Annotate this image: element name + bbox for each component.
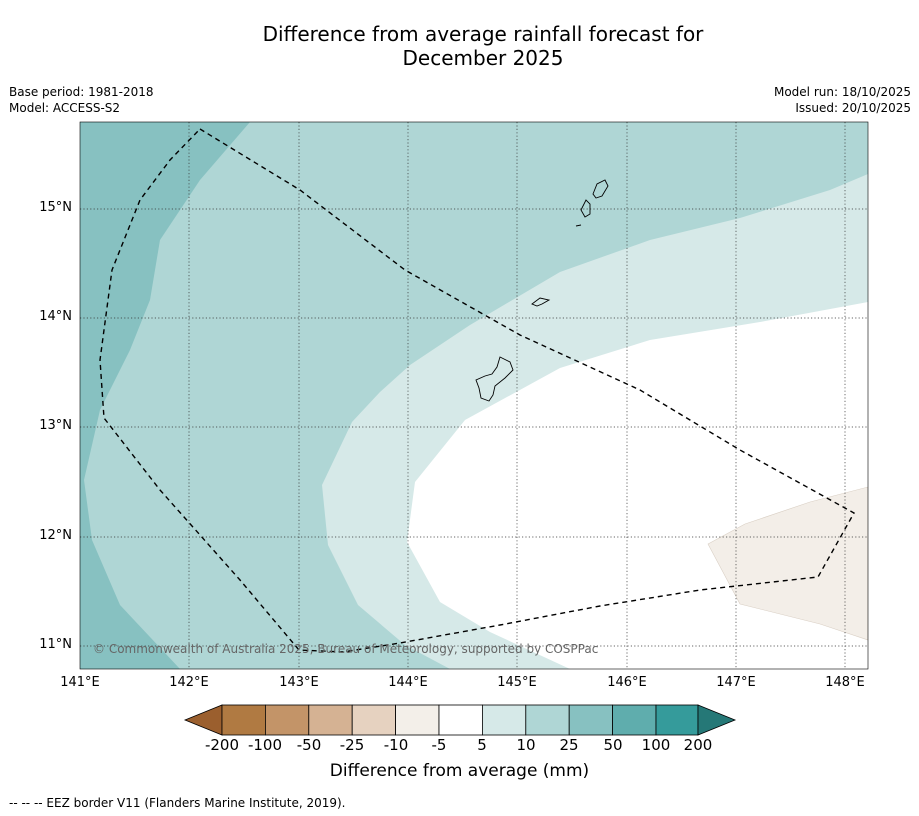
issued-date: Issued: 20/10/2025 [795, 101, 911, 115]
colorbar-tick: 25 [559, 736, 579, 754]
island-saipan [592, 179, 609, 199]
lat-label: 13°N [39, 418, 72, 433]
map-frame [79, 121, 869, 670]
colorbar-tick: 50 [603, 736, 623, 754]
title-line-2: December 2025 [402, 46, 564, 70]
colorbar-tick: -200 [204, 736, 240, 754]
colorbar-extend-low [183, 704, 223, 736]
colorbar-tick: -5 [431, 736, 447, 754]
island-rota [531, 297, 551, 307]
lon-label: 147°E [716, 675, 756, 690]
colorbar-cell [481, 704, 527, 736]
colorbar-title: Difference from average (mm) [329, 761, 590, 781]
colorbar-tick: 10 [516, 736, 536, 754]
island-aguijan [575, 224, 582, 227]
copyright-notice: © Commonwealth of Australia 2025, Bureau… [93, 642, 598, 656]
colorbar-tick: -25 [339, 736, 365, 754]
rainfall-map: © Commonwealth of Australia 2025, Bureau… [80, 122, 868, 669]
lat-label: 14°N [39, 309, 72, 324]
lat-label: 12°N [39, 528, 72, 543]
meta-left: Base period: 1981-2018 Model: ACCESS-S2 [9, 84, 154, 116]
colorbar-cell [264, 704, 310, 736]
colorbar-tick: -50 [296, 736, 322, 754]
meta-right: Model run: 18/10/2025 Issued: 20/10/2025 [774, 84, 911, 116]
colorbar-tick: 200 [683, 736, 713, 754]
lon-label: 145°E [497, 675, 537, 690]
colorbar-cell [351, 704, 397, 736]
lat-label: 15°N [39, 200, 72, 215]
title-line-1: Difference from average rainfall forecas… [262, 22, 704, 46]
lon-label: 143°E [279, 675, 319, 690]
lat-label: 11°N [39, 637, 72, 652]
colorbar-cell [568, 704, 614, 736]
colorbar-cell [655, 704, 699, 736]
colorbar-cell [525, 704, 570, 736]
lon-label: 146°E [607, 675, 647, 690]
island-tinian [580, 199, 591, 218]
eez-border [99, 128, 855, 653]
colorbar-cell [395, 704, 440, 736]
colorbar [183, 704, 737, 736]
colorbar-cell [612, 704, 657, 736]
colorbar-tick: -10 [383, 736, 409, 754]
lon-label: 142°E [169, 675, 209, 690]
colorbar-cell [221, 704, 266, 736]
colorbar-extend-high [697, 704, 737, 736]
island-guam [475, 356, 514, 402]
map-title: Difference from average rainfall forecas… [0, 22, 919, 70]
lon-label: 141°E [60, 675, 100, 690]
base-period: Base period: 1981-2018 [9, 85, 154, 99]
gridlines [80, 122, 868, 669]
model-name: Model: ACCESS-S2 [9, 101, 121, 115]
lon-label: 144°E [388, 675, 428, 690]
colorbar-tick: 5 [477, 736, 487, 754]
model-run: Model run: 18/10/2025 [773, 85, 911, 99]
colorbar-cell [438, 704, 483, 736]
colorbar-tick: 100 [641, 736, 671, 754]
lon-label: 148°E [825, 675, 865, 690]
zone-minus-5-minus-10 [707, 486, 868, 641]
islands [475, 179, 609, 402]
eez-footnote: -- -- -- EEZ border V11 (Flanders Marine… [9, 796, 346, 810]
colorbar-cell [308, 704, 353, 736]
colorbar-tick: -100 [247, 736, 283, 754]
